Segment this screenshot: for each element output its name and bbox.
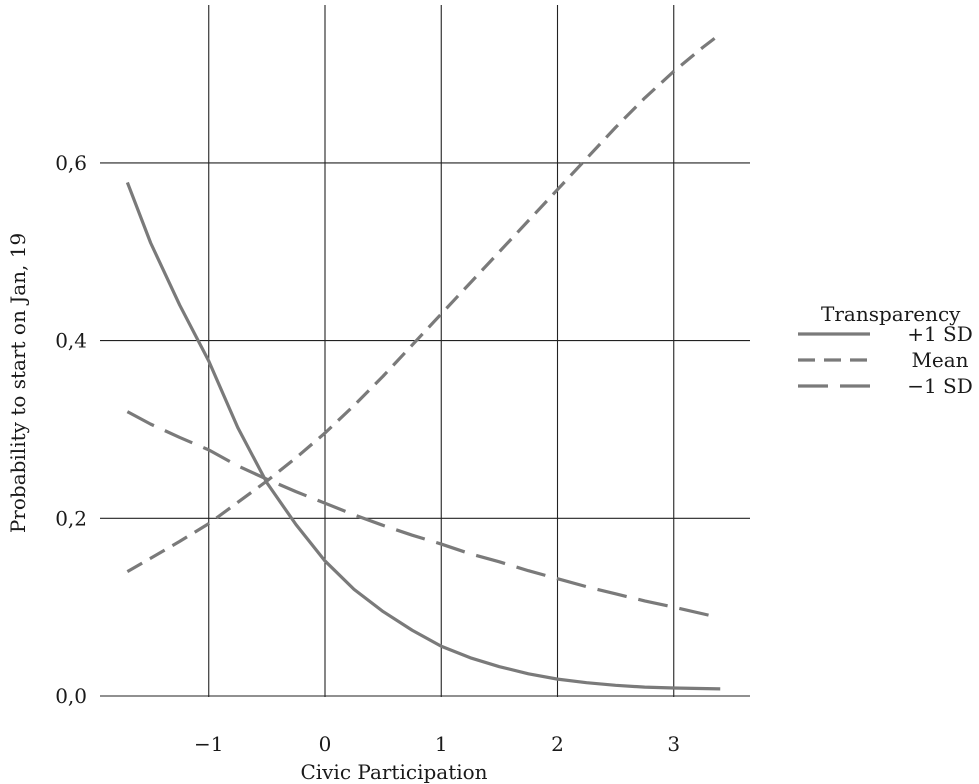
legend-label: −1 SD <box>907 374 973 398</box>
legend-label: +1 SD <box>907 322 973 346</box>
x-tick-label: −1 <box>194 732 223 756</box>
x-tick-label: 1 <box>435 732 448 756</box>
legend-title: Transparency <box>821 302 961 326</box>
y-axis-title: Probability to start on Jan, 19 <box>6 233 30 533</box>
legend-label: Mean <box>911 348 968 372</box>
x-tick-label: 0 <box>319 732 332 756</box>
series-line-plus-1sd <box>125 181 721 691</box>
y-tick-label: 0,4 <box>55 329 87 353</box>
series-line-minus-1sd <box>126 410 721 620</box>
series-line-mean <box>126 32 722 573</box>
y-tick-label: 0,0 <box>55 684 87 708</box>
y-tick-label: 0,2 <box>55 506 87 530</box>
tick-labels: −1 0 1 2 3 0,0 0,2 0,4 0,6 <box>55 151 680 756</box>
x-tick-label: 2 <box>551 732 564 756</box>
grid <box>100 5 750 697</box>
x-tick-label: 3 <box>667 732 680 756</box>
series-lines <box>125 32 722 691</box>
y-tick-label: 0,6 <box>55 151 87 175</box>
x-axis-title: Civic Participation <box>300 760 487 784</box>
